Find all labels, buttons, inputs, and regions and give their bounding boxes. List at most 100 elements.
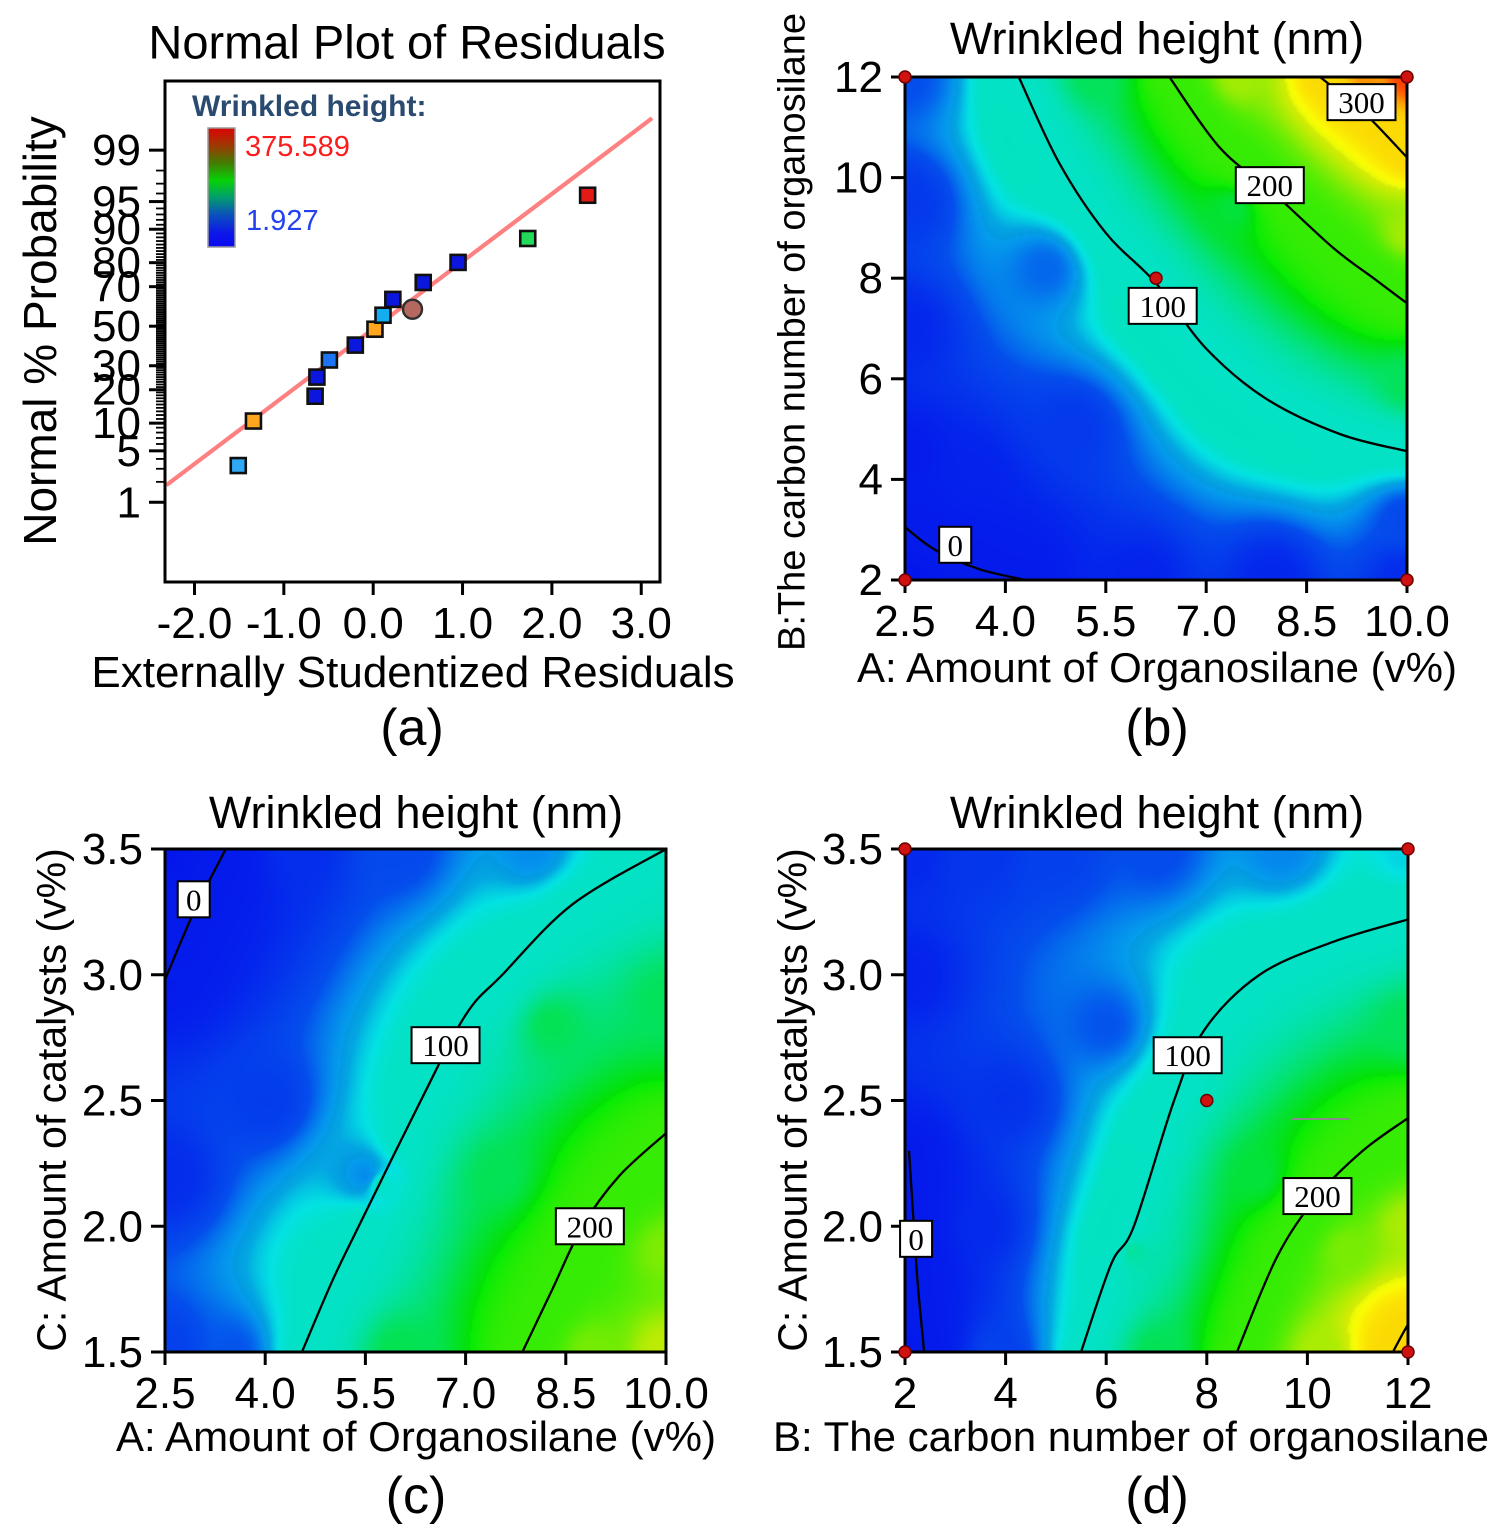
panel-d-title: Wrinkled height (nm) [949, 787, 1365, 838]
svg-text:3.5: 3.5 [82, 825, 143, 874]
svg-text:1.0: 1.0 [432, 599, 493, 648]
svg-text:5: 5 [117, 427, 141, 476]
legend-max-value: 375.589 [245, 131, 350, 163]
svg-text:6: 6 [859, 355, 883, 404]
contour-field-b [905, 77, 1407, 580]
panel-a-plot-border [163, 79, 662, 584]
panel-b-x-axis-title: A: Amount of Organosilane (v%) [857, 644, 1457, 691]
residual-point [229, 456, 248, 475]
svg-text:4.0: 4.0 [235, 1369, 296, 1418]
svg-text:-1.0: -1.0 [246, 599, 322, 648]
svg-text:80: 80 [92, 239, 141, 288]
svg-text:4: 4 [859, 455, 883, 504]
panel-c-y-axis-title: C: Amount of catalysts (v%) [28, 848, 75, 1352]
panel-c-title: Wrinkled height (nm) [208, 787, 624, 838]
svg-text:7.0: 7.0 [435, 1369, 496, 1418]
panel-a-y-axis-title: Normal % Probability [14, 116, 66, 546]
svg-text:2.0: 2.0 [822, 1202, 883, 1251]
panel-b-caption: (b) [1125, 699, 1189, 757]
svg-text:70: 70 [92, 263, 141, 312]
svg-text:1.5: 1.5 [82, 1328, 143, 1377]
svg-text:4: 4 [993, 1369, 1017, 1418]
residual-point [320, 351, 339, 369]
svg-text:50: 50 [92, 302, 141, 351]
svg-text:95: 95 [92, 178, 141, 227]
panel-b-x-axis-ticks: 2.5 4.0 5.5 7.0 8.5 10.0 [874, 580, 1450, 646]
svg-text:12: 12 [1384, 1369, 1433, 1418]
svg-text:3.0: 3.0 [822, 951, 883, 1000]
svg-text:10: 10 [1283, 1369, 1332, 1418]
svg-text:10: 10 [834, 154, 883, 203]
svg-text:3.0: 3.0 [82, 951, 143, 1000]
panel-a-title: Normal Plot of Residuals [148, 15, 666, 69]
svg-text:5.5: 5.5 [335, 1369, 396, 1418]
svg-text:2: 2 [859, 556, 883, 605]
residual-point [346, 336, 365, 354]
residual-point [384, 290, 402, 309]
svg-text:12: 12 [834, 53, 883, 102]
svg-text:10: 10 [92, 399, 141, 448]
residual-point [244, 412, 263, 430]
svg-text:2.5: 2.5 [822, 1077, 883, 1126]
svg-text:1: 1 [117, 478, 141, 527]
svg-text:3.5: 3.5 [822, 825, 883, 874]
panel-d-caption: (d) [1125, 1467, 1189, 1525]
svg-text:10.0: 10.0 [623, 1369, 709, 1418]
svg-text:2.5: 2.5 [134, 1369, 195, 1418]
svg-text:6: 6 [1094, 1369, 1118, 1418]
panel-c-x-axis-title: A: Amount of Organosilane (v%) [116, 1413, 716, 1460]
panel-c-x-axis-ticks: 2.5 4.0 5.5 7.0 8.5 10.0 [134, 1352, 709, 1418]
residual-point [306, 387, 324, 405]
panel-b-y-axis-ticks: 2 4 6 8 10 12 [834, 53, 905, 605]
panel-b-y-axis-title: B:The carbon number of organosilane [771, 13, 814, 651]
trend-line [165, 116, 654, 487]
svg-text:-2.0: -2.0 [157, 599, 233, 648]
residual-point [518, 229, 537, 248]
svg-text:90: 90 [92, 205, 141, 254]
svg-text:2.0: 2.0 [82, 1202, 143, 1251]
svg-text:2.5: 2.5 [82, 1077, 143, 1126]
svg-text:2: 2 [893, 1369, 917, 1418]
pin-tooltip[interactable] [1291, 1118, 1350, 1121]
svg-text:8.5: 8.5 [535, 1369, 596, 1418]
panel-c-caption: (c) [385, 1467, 447, 1525]
residual-point [374, 306, 392, 325]
panel-a-caption: (a) [380, 699, 444, 757]
residual-point [449, 253, 467, 272]
svg-text:1.5: 1.5 [822, 1328, 883, 1377]
panel-d-y-axis-ticks: 1.5 2.0 2.5 3.0 3.5 [822, 825, 905, 1377]
legend-min-value: 1.927 [246, 205, 319, 237]
residual-points [229, 186, 597, 475]
panel-d-y-axis-title: C: Amount of catalysts (v%) [769, 848, 816, 1352]
svg-text:8.5: 8.5 [1276, 597, 1337, 646]
svg-text:99: 99 [92, 126, 141, 175]
residual-point [578, 186, 597, 205]
panel-d-x-axis-ticks: 2 4 6 8 10 12 [893, 1352, 1433, 1418]
contour-field-d [905, 849, 1408, 1352]
svg-text:2.0: 2.0 [521, 599, 582, 648]
svg-text:7.0: 7.0 [1176, 597, 1237, 646]
contour-field-c [165, 849, 666, 1352]
svg-text:8: 8 [1195, 1369, 1219, 1418]
legend-colorbar [207, 127, 236, 248]
panel-c-y-axis-ticks: 1.5 2.0 2.5 3.0 3.5 [82, 825, 165, 1377]
svg-text:2.5: 2.5 [874, 597, 935, 646]
svg-text:5.5: 5.5 [1075, 597, 1136, 646]
panel-a-x-axis-title: Externally Studentized Residuals [91, 648, 735, 697]
svg-text:30: 30 [92, 342, 141, 391]
residual-point [308, 368, 326, 386]
panel-b-title: Wrinkled height (nm) [949, 13, 1365, 64]
svg-text:20: 20 [92, 366, 141, 415]
panel-a-x-axis-ticks: -2.0 -1.0 0.0 1.0 2.0 3.0 [157, 582, 672, 648]
panel-d-x-axis-title: B: The carbon number of organosilane [772, 1413, 1490, 1460]
residual-point [366, 320, 384, 339]
svg-text:10.0: 10.0 [1364, 597, 1450, 646]
svg-text:4.0: 4.0 [975, 597, 1036, 646]
svg-text:0.0: 0.0 [343, 599, 404, 648]
residual-point [401, 298, 424, 320]
residual-point [414, 273, 433, 292]
legend-title: Wrinkled height: [192, 90, 427, 123]
